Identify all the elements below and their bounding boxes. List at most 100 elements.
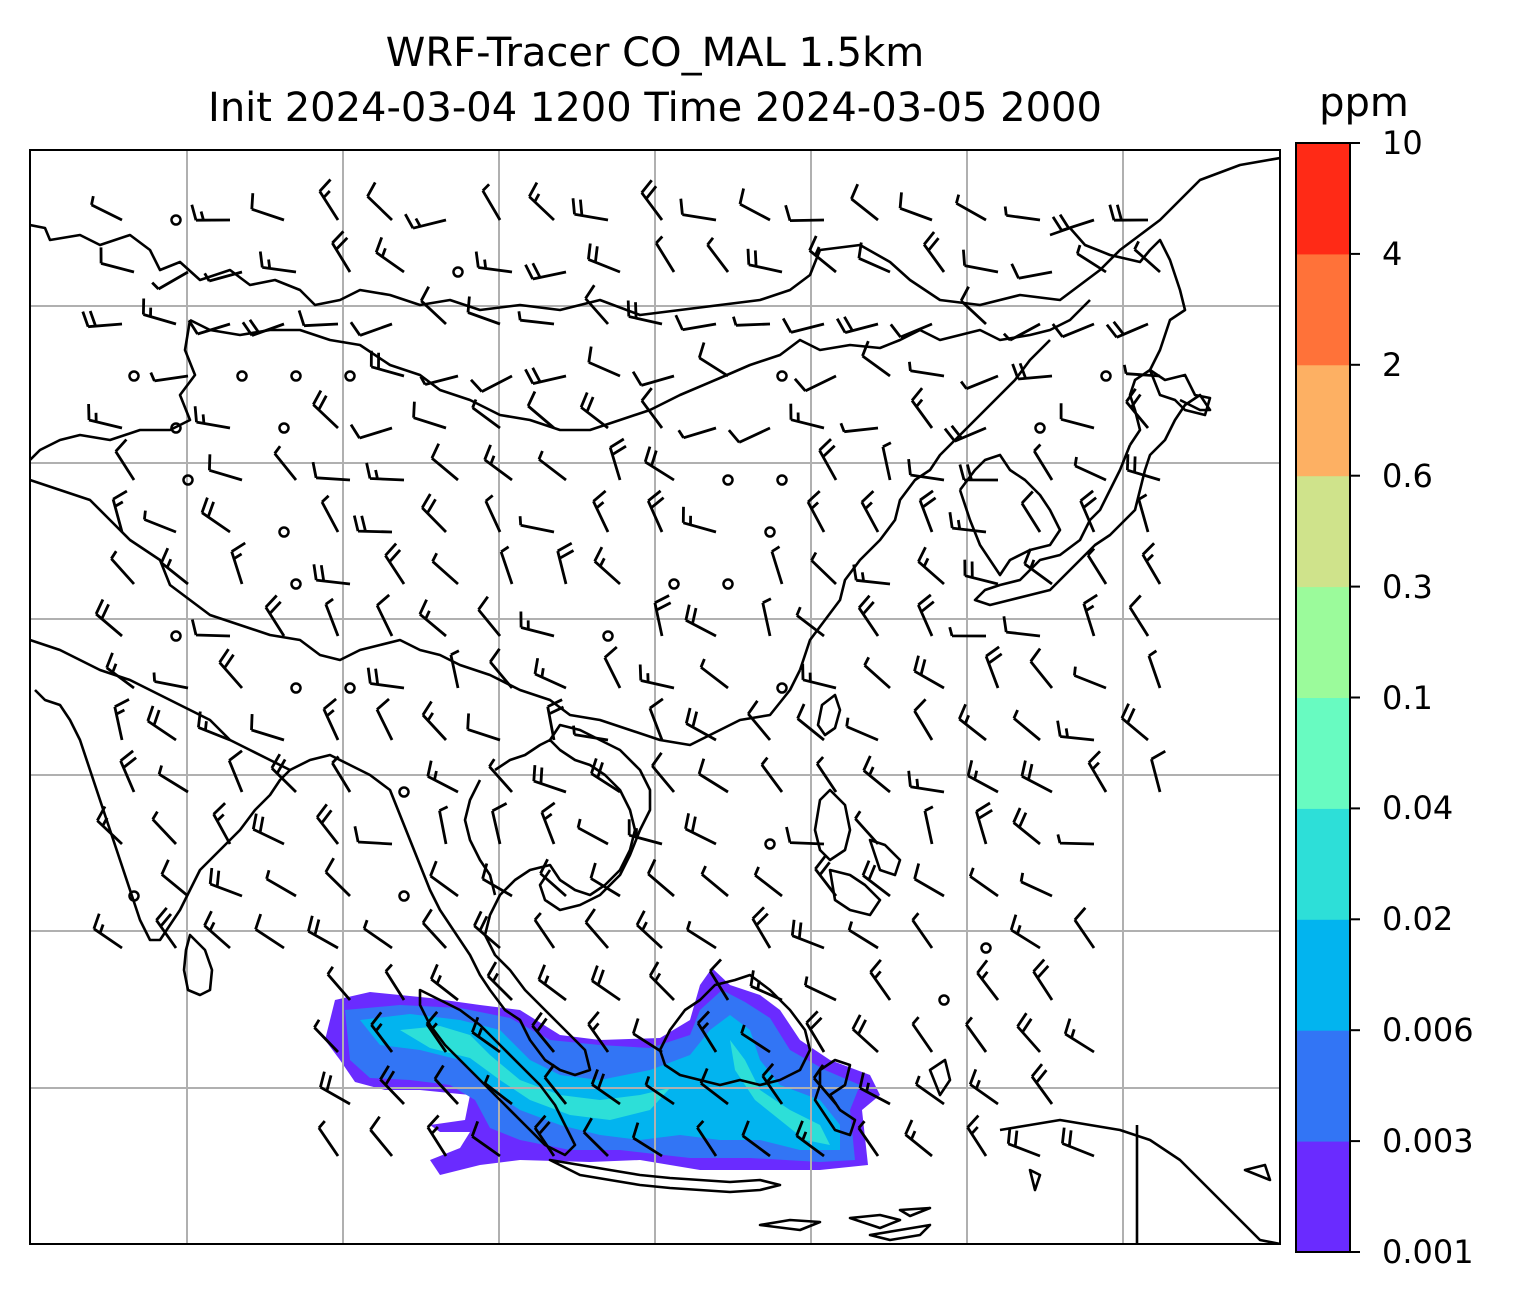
wind-barb bbox=[1020, 760, 1053, 794]
wind-barb bbox=[1079, 489, 1097, 533]
calm-circle bbox=[398, 786, 410, 798]
wind-barb bbox=[760, 756, 784, 793]
coast-sri-lanka bbox=[182, 933, 214, 997]
wind-barb bbox=[375, 593, 394, 637]
wind-barb bbox=[113, 698, 130, 741]
wind-barb bbox=[466, 713, 501, 742]
wind-barb bbox=[157, 765, 189, 794]
wind-barb bbox=[212, 802, 232, 845]
calm-circle bbox=[290, 578, 302, 590]
wind-barb bbox=[1029, 647, 1054, 689]
calm-circle bbox=[128, 890, 140, 902]
wind-barb bbox=[265, 869, 297, 898]
wind-barb bbox=[749, 970, 783, 1002]
wind-barb bbox=[1147, 649, 1162, 689]
wind-barb bbox=[1009, 914, 1041, 950]
wind-barb bbox=[203, 910, 231, 950]
wind-barb bbox=[917, 593, 935, 637]
wind-barb bbox=[264, 594, 286, 637]
coast-indochina bbox=[289, 738, 637, 1077]
calm-circle bbox=[764, 838, 776, 850]
wind-barb bbox=[861, 860, 891, 898]
wind-barb bbox=[315, 803, 340, 845]
wind-barb bbox=[419, 286, 447, 326]
border-china-west bbox=[30, 319, 197, 461]
wind-barb bbox=[320, 494, 340, 533]
wind-barb bbox=[230, 541, 246, 585]
wind-barb bbox=[958, 703, 987, 742]
wind-barb bbox=[732, 316, 771, 327]
wind-barb bbox=[958, 464, 999, 482]
calm-circle bbox=[668, 578, 680, 590]
calm-circle bbox=[344, 682, 356, 694]
wind-barb bbox=[543, 1063, 568, 1105]
calm-circle bbox=[278, 422, 290, 434]
wind-barb bbox=[681, 506, 717, 534]
wind-barb bbox=[839, 422, 879, 434]
wind-barb bbox=[1033, 443, 1054, 481]
calm-circle bbox=[290, 370, 302, 382]
calm-circle bbox=[452, 266, 464, 278]
colorbar-segment bbox=[1296, 475, 1350, 588]
wind-barb bbox=[959, 374, 999, 390]
colorbar-segment bbox=[1296, 697, 1350, 809]
wind-barb bbox=[646, 858, 675, 898]
wind-barb bbox=[1032, 958, 1054, 1001]
wind-barb bbox=[533, 657, 567, 690]
wind-barb bbox=[677, 426, 717, 440]
wind-barb bbox=[963, 559, 999, 586]
wind-barb bbox=[966, 759, 999, 794]
wind-barb bbox=[499, 545, 514, 585]
wind-barb bbox=[369, 350, 405, 378]
colorbar-tick-label: 0.04 bbox=[1382, 789, 1454, 828]
wind-barb bbox=[421, 700, 448, 741]
wind-barb bbox=[644, 1075, 675, 1106]
wind-barb bbox=[250, 714, 285, 742]
wind-barb bbox=[959, 286, 987, 326]
wind-barb bbox=[250, 193, 285, 222]
wind-barb bbox=[962, 249, 999, 274]
wind-barb bbox=[651, 751, 676, 793]
coast-mongolia-china-border bbox=[189, 299, 1091, 432]
wind-barb bbox=[518, 516, 555, 534]
colorbar-tick-label: 0.001 bbox=[1382, 1233, 1474, 1271]
wind-barb bbox=[571, 198, 609, 222]
calm-circle bbox=[776, 474, 788, 486]
plume-highlight-2 bbox=[730, 1040, 830, 1145]
wind-barb bbox=[584, 284, 610, 325]
wind-barb bbox=[643, 446, 675, 482]
map-title-line1: WRF-Tracer CO_MAL 1.5km bbox=[385, 30, 925, 76]
wind-barb bbox=[366, 667, 405, 690]
wind-barb bbox=[911, 1016, 934, 1053]
coast-sulawesi bbox=[813, 1058, 857, 1137]
wind-barb bbox=[324, 857, 351, 897]
wind-barb bbox=[1002, 322, 1041, 342]
wind-barb bbox=[862, 755, 891, 794]
wind-barb bbox=[781, 317, 825, 334]
wind-barb bbox=[526, 390, 555, 430]
wind-barb bbox=[708, 958, 730, 1001]
wind-barb bbox=[784, 204, 825, 222]
colorbar-tick-label: 4 bbox=[1382, 234, 1403, 273]
wind-barb bbox=[753, 866, 783, 898]
wind-barb bbox=[384, 542, 406, 585]
wind-barb bbox=[258, 251, 297, 274]
wind-barb bbox=[251, 813, 285, 846]
wind-barb bbox=[913, 655, 945, 690]
wind-barb bbox=[418, 599, 447, 638]
wind-barb bbox=[907, 770, 945, 794]
wind-barb bbox=[913, 698, 934, 741]
wind-barb bbox=[770, 545, 784, 585]
wind-barb bbox=[631, 1018, 663, 1054]
wind-barb bbox=[674, 314, 717, 332]
wind-barb bbox=[546, 698, 565, 741]
wind-barb bbox=[379, 1065, 406, 1105]
wind-barb bbox=[421, 908, 448, 949]
wind-barb bbox=[517, 311, 555, 326]
wind-barb bbox=[1016, 1012, 1042, 1053]
wind-barb bbox=[420, 493, 447, 533]
wind-barb bbox=[857, 1120, 880, 1157]
coastlines bbox=[30, 156, 1280, 1244]
wind-barb bbox=[208, 867, 243, 898]
